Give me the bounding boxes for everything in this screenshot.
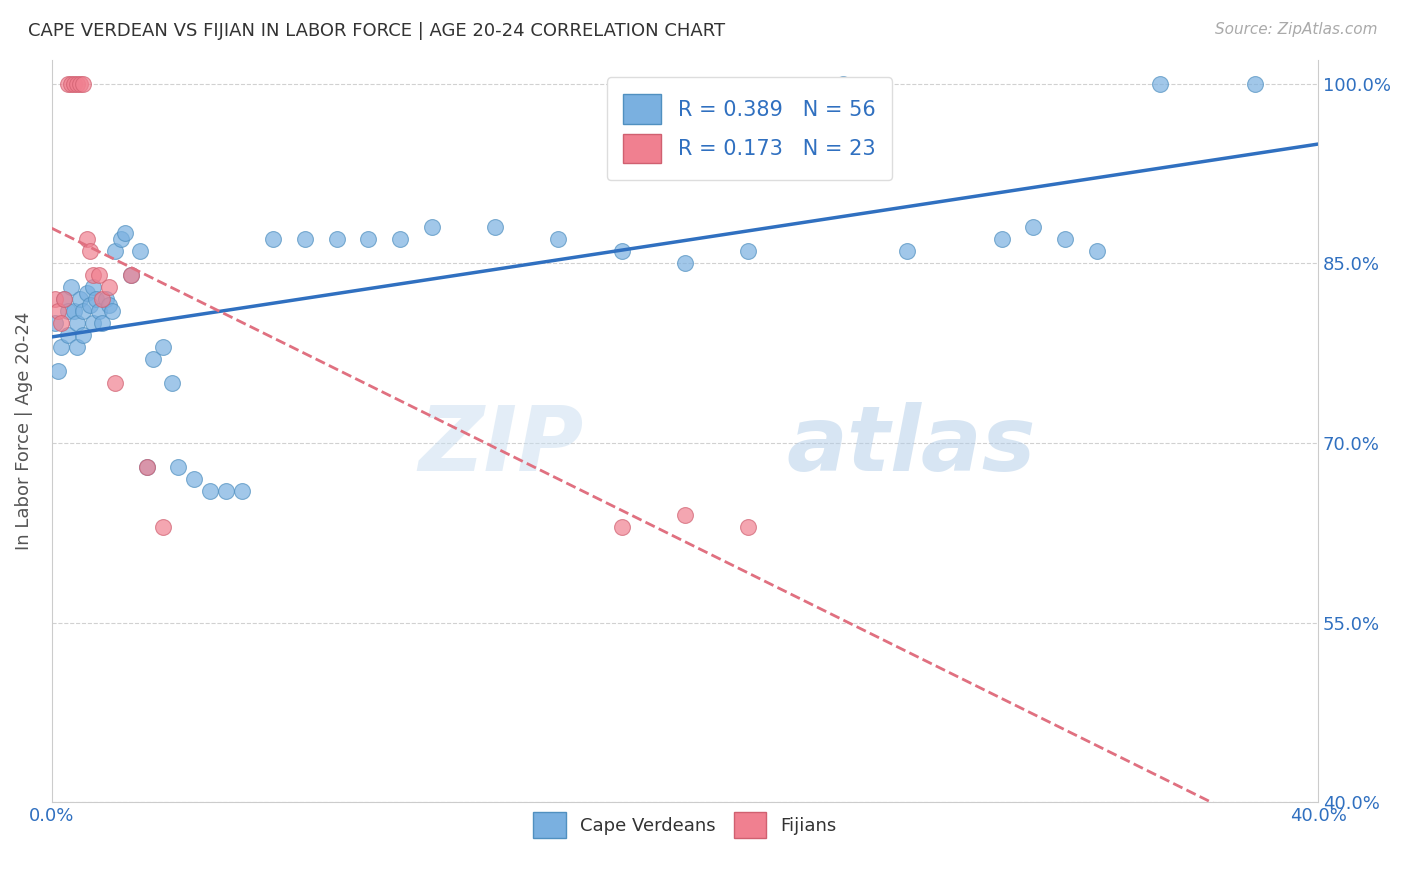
Point bbox=[72, 328, 94, 343]
Point bbox=[120, 268, 142, 283]
Point bbox=[673, 508, 696, 522]
Point bbox=[198, 483, 221, 498]
Point bbox=[325, 232, 347, 246]
Point bbox=[152, 520, 174, 534]
Point bbox=[72, 77, 94, 91]
Point bbox=[610, 244, 633, 259]
Point bbox=[104, 244, 127, 259]
Point bbox=[56, 77, 79, 91]
Point bbox=[51, 316, 73, 330]
Point bbox=[79, 244, 101, 259]
Point bbox=[152, 340, 174, 354]
Point bbox=[97, 298, 120, 312]
Y-axis label: In Labor Force | Age 20-24: In Labor Force | Age 20-24 bbox=[15, 311, 32, 550]
Point bbox=[610, 520, 633, 534]
Point bbox=[89, 268, 111, 283]
Point bbox=[82, 268, 104, 283]
Point bbox=[46, 304, 69, 318]
Point bbox=[231, 483, 253, 498]
Point bbox=[82, 316, 104, 330]
Point bbox=[1149, 77, 1171, 91]
Point bbox=[84, 292, 107, 306]
Point bbox=[56, 328, 79, 343]
Point bbox=[91, 316, 114, 330]
Point bbox=[46, 364, 69, 378]
Point bbox=[91, 292, 114, 306]
Text: CAPE VERDEAN VS FIJIAN IN LABOR FORCE | AGE 20-24 CORRELATION CHART: CAPE VERDEAN VS FIJIAN IN LABOR FORCE | … bbox=[28, 22, 725, 40]
Point bbox=[832, 77, 855, 91]
Point bbox=[69, 292, 91, 306]
Point bbox=[76, 232, 98, 246]
Point bbox=[737, 520, 759, 534]
Point bbox=[160, 376, 183, 390]
Point bbox=[135, 459, 157, 474]
Point bbox=[59, 280, 82, 294]
Point bbox=[110, 232, 132, 246]
Point bbox=[183, 472, 205, 486]
Point bbox=[388, 232, 411, 246]
Point bbox=[59, 77, 82, 91]
Point bbox=[737, 244, 759, 259]
Point bbox=[167, 459, 190, 474]
Point bbox=[82, 280, 104, 294]
Point bbox=[215, 483, 238, 498]
Point bbox=[357, 232, 380, 246]
Point bbox=[94, 292, 117, 306]
Point bbox=[1085, 244, 1108, 259]
Text: atlas: atlas bbox=[786, 401, 1036, 490]
Point bbox=[69, 77, 91, 91]
Point bbox=[97, 280, 120, 294]
Point bbox=[896, 244, 918, 259]
Point bbox=[104, 376, 127, 390]
Point bbox=[76, 286, 98, 301]
Point bbox=[56, 304, 79, 318]
Point bbox=[262, 232, 284, 246]
Point bbox=[44, 292, 66, 306]
Point bbox=[66, 340, 89, 354]
Point bbox=[63, 77, 86, 91]
Point bbox=[72, 304, 94, 318]
Point bbox=[63, 304, 86, 318]
Point bbox=[673, 256, 696, 270]
Point bbox=[547, 232, 569, 246]
Point bbox=[53, 292, 76, 306]
Point bbox=[484, 220, 506, 235]
Text: Source: ZipAtlas.com: Source: ZipAtlas.com bbox=[1215, 22, 1378, 37]
Point bbox=[120, 268, 142, 283]
Point bbox=[79, 298, 101, 312]
Point bbox=[53, 292, 76, 306]
Point bbox=[66, 77, 89, 91]
Point bbox=[990, 232, 1012, 246]
Point bbox=[135, 459, 157, 474]
Legend: Cape Verdeans, Fijians: Cape Verdeans, Fijians bbox=[526, 805, 844, 846]
Point bbox=[1022, 220, 1045, 235]
Point bbox=[129, 244, 152, 259]
Point bbox=[294, 232, 316, 246]
Point bbox=[1243, 77, 1265, 91]
Point bbox=[66, 316, 89, 330]
Point bbox=[142, 352, 165, 367]
Point bbox=[420, 220, 443, 235]
Point bbox=[101, 304, 124, 318]
Point bbox=[44, 316, 66, 330]
Point bbox=[114, 227, 136, 241]
Point bbox=[89, 304, 111, 318]
Point bbox=[1053, 232, 1076, 246]
Point bbox=[51, 340, 73, 354]
Text: ZIP: ZIP bbox=[419, 401, 583, 490]
